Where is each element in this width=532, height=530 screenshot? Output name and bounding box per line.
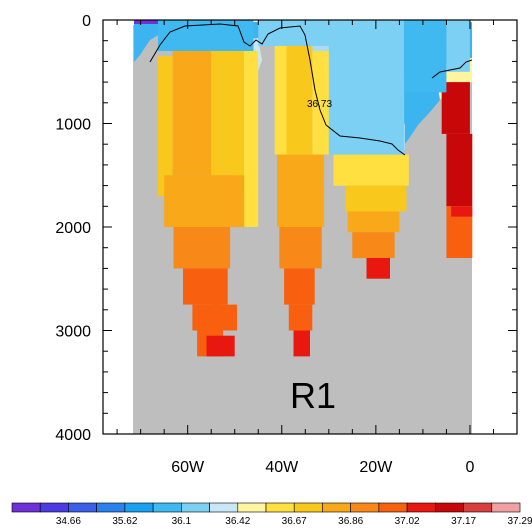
- colorbar-swatch: [463, 502, 493, 513]
- colorbar-label: 36.67: [282, 516, 307, 527]
- colorbar-swatch: [152, 502, 182, 513]
- x-tick-label: 20W: [359, 459, 393, 476]
- colorbar-swatch: [265, 502, 295, 513]
- colorbar-label: 34.66: [56, 516, 81, 527]
- colorbar: 34.66 35.62 36.1 36.42 36.67 36.86 37.02 37.17 3…: [11, 502, 532, 527]
- colorbar-swatch: [237, 502, 267, 513]
- salinity-cell: [347, 211, 400, 233]
- y-tick-label: 0: [82, 13, 91, 30]
- colorbar-swatch: [39, 502, 69, 513]
- colorbar-swatch: [491, 502, 521, 513]
- salinity-cell: [366, 258, 390, 279]
- colorbar-label: 36.42: [225, 516, 250, 527]
- x-tick-label: 60W: [171, 459, 205, 476]
- x-tick-label: 0: [466, 459, 475, 476]
- x-axis: 60W 40W 20W 0: [116, 20, 518, 476]
- salinity-cell: [173, 227, 231, 269]
- salinity-cell: [293, 330, 310, 357]
- colorbar-swatch: [68, 502, 97, 513]
- salinity-cell: [233, 35, 245, 196]
- salinity-cell: [345, 185, 407, 212]
- colorbar-swatch: [322, 502, 351, 513]
- salinity-cell: [258, 20, 329, 46]
- salinity-cell: [164, 175, 245, 228]
- salinity-cell: [279, 227, 322, 269]
- y-tick-label: 3000: [55, 324, 91, 341]
- salinity-cell: [404, 20, 447, 93]
- colorbar-swatch: [209, 502, 239, 513]
- y-tick-label: 1000: [55, 117, 91, 134]
- colorbar-label: 37.17: [451, 516, 476, 527]
- salinity-cell: [333, 154, 409, 186]
- y-tick-label: 2000: [55, 220, 91, 237]
- colorbar-label: 36.1: [172, 516, 192, 527]
- salinity-cell: [187, 20, 212, 176]
- salinity-cell: [451, 206, 473, 217]
- colorbar-label: 36.86: [338, 516, 363, 527]
- colorbar-label: 37.29: [507, 516, 532, 527]
- salinity-cell: [183, 268, 228, 305]
- colorbar-swatch: [350, 502, 380, 513]
- salinity-cell: [244, 51, 259, 227]
- salinity-cell: [446, 20, 470, 72]
- salinity-cell: [446, 133, 473, 207]
- salinity-cell: [312, 51, 329, 155]
- salinity-cell: [274, 45, 287, 155]
- colorbar-swatch: [434, 502, 464, 513]
- salinity-cell: [352, 232, 395, 259]
- colorbar-swatch: [293, 502, 323, 513]
- salinity-cells: [158, 20, 473, 357]
- salinity-cell: [288, 304, 313, 331]
- colorbar-swatch: [11, 502, 41, 513]
- contour-36-73: [149, 23, 473, 156]
- salinity-cell: [211, 20, 234, 176]
- colorbar-swatch: [96, 502, 126, 513]
- salinity-cell: [328, 20, 405, 155]
- y-tick-label: 4000: [55, 427, 91, 444]
- salinity-cell: [277, 154, 325, 227]
- panel-label: R1: [290, 375, 336, 416]
- colorbar-swatch: [406, 502, 436, 513]
- salinity-cell: [158, 56, 173, 196]
- salinity-cell: [172, 20, 188, 176]
- colorbar-label: 37.02: [395, 516, 420, 527]
- y-axis: 0 1000 2000 3000 4000: [55, 13, 517, 444]
- plot-area: 36.73 R1: [102, 19, 518, 435]
- colorbar-swatch: [124, 502, 154, 513]
- salinity-cell: [441, 82, 470, 134]
- contour-label: 36.73: [307, 99, 332, 110]
- salinity-cell: [284, 268, 315, 305]
- salinity-cell: [206, 335, 235, 357]
- colorbar-swatch: [378, 502, 408, 513]
- salinity-cell: [211, 304, 238, 331]
- x-tick-label: 40W: [265, 459, 299, 476]
- colorbar-label: 35.62: [112, 516, 137, 527]
- colorbar-swatch: [181, 502, 210, 513]
